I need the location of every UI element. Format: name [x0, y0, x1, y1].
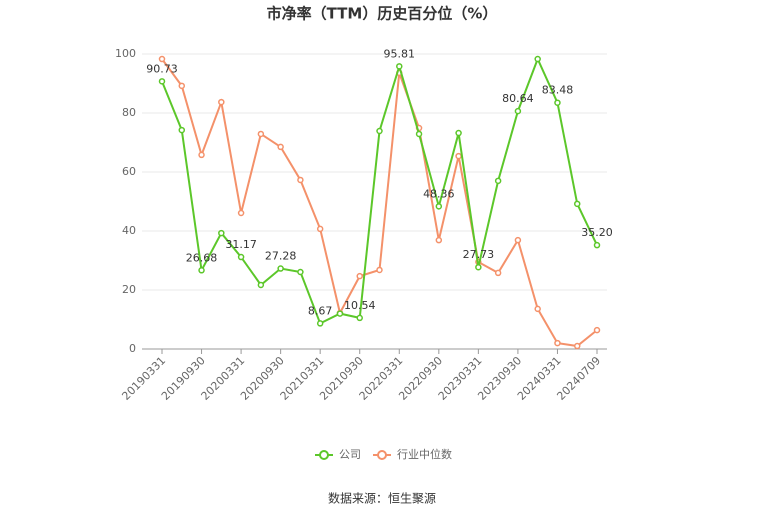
point	[573, 342, 581, 350]
data-label: 26.68	[186, 251, 218, 264]
point	[316, 320, 324, 327]
point	[455, 152, 462, 160]
point	[158, 78, 166, 85]
point	[415, 130, 423, 138]
point	[435, 203, 443, 210]
source: 数据来源：恒生聚源	[328, 491, 436, 506]
point	[257, 130, 265, 138]
data-label: 48.36	[423, 187, 455, 200]
data-label: 27.73	[463, 248, 495, 261]
data-label: 35.20	[581, 226, 613, 239]
point	[257, 281, 265, 289]
data-label: 27.28	[265, 250, 297, 263]
point	[198, 267, 205, 274]
point	[356, 272, 363, 280]
data-label: 83.48	[542, 84, 574, 97]
point	[534, 305, 541, 313]
point	[198, 151, 205, 159]
point	[475, 263, 482, 271]
point	[593, 326, 601, 334]
point	[218, 98, 225, 106]
legend-label: 行业中位数	[397, 447, 452, 461]
point	[376, 127, 383, 135]
point	[356, 314, 363, 322]
point	[218, 229, 225, 237]
legend-marker	[319, 450, 329, 460]
y-tick-label: 80	[122, 106, 136, 119]
point	[435, 236, 443, 244]
point	[277, 143, 284, 151]
data-label: 95.81	[384, 47, 416, 60]
y-tick-label: 60	[122, 165, 136, 178]
point	[593, 241, 601, 249]
point	[534, 55, 541, 63]
data-label: 90.73	[146, 62, 178, 75]
point	[494, 177, 502, 185]
point	[336, 310, 344, 317]
data-label: 80.64	[502, 92, 534, 105]
point	[514, 107, 522, 115]
point	[178, 82, 186, 90]
y-tick-label: 20	[122, 283, 136, 296]
point	[376, 266, 383, 274]
point	[455, 129, 462, 137]
point	[514, 236, 522, 244]
legend-label: 公司	[339, 448, 361, 461]
point	[396, 63, 403, 70]
point	[237, 209, 245, 217]
point	[237, 253, 245, 261]
legend-marker	[377, 450, 387, 460]
y-tick-label: 40	[122, 224, 136, 237]
point	[554, 99, 561, 106]
data-label: 8.67	[308, 304, 333, 317]
y-tick-label: 100	[115, 47, 136, 60]
data-label: 31.17	[225, 238, 257, 251]
point	[494, 269, 502, 277]
point	[297, 176, 304, 184]
data-label: 10.54	[344, 299, 376, 312]
point	[316, 225, 324, 233]
point	[277, 265, 284, 272]
point	[297, 268, 304, 276]
chart-title: 市净率（TTM）历史百分位（%）	[267, 5, 498, 23]
point	[158, 55, 166, 63]
y-tick-label: 0	[129, 342, 136, 355]
point	[178, 126, 186, 134]
point	[554, 339, 561, 347]
point	[573, 200, 581, 208]
